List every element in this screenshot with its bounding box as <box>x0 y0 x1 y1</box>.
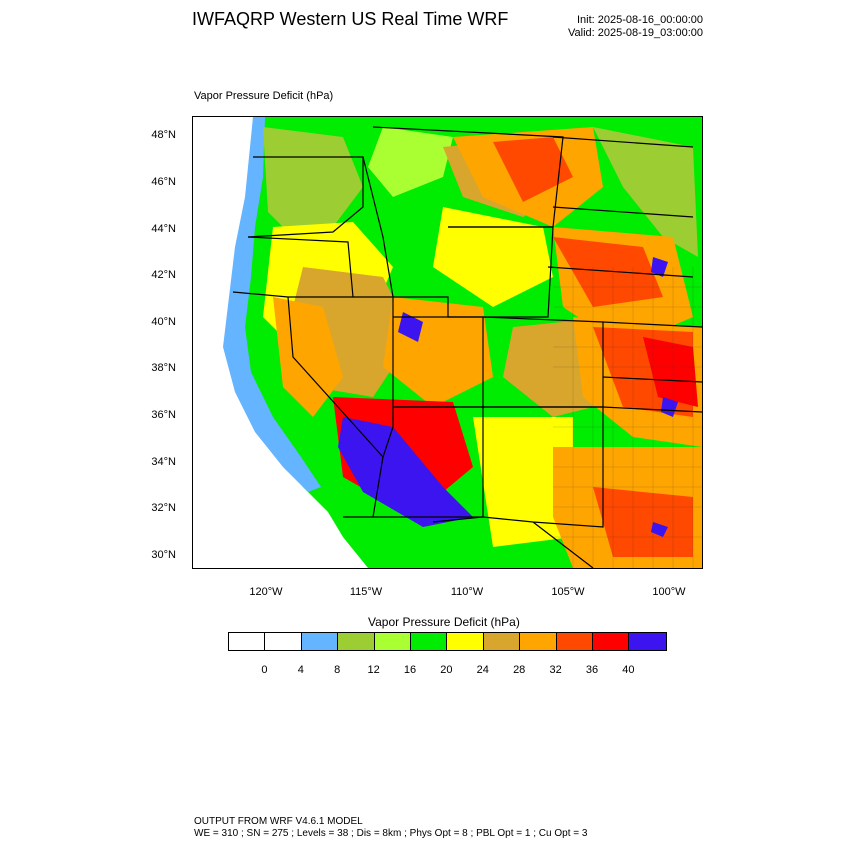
colorbar-swatch <box>229 633 266 650</box>
montana-red <box>493 137 573 202</box>
lat-label: 48°N <box>151 129 176 141</box>
vpd-map <box>192 116 703 569</box>
dakota-north-border <box>552 136 694 148</box>
oklahoma-border <box>602 406 702 413</box>
lat-label: 40°N <box>151 316 176 328</box>
oklahoma-red <box>643 337 698 407</box>
colorbar-label: 20 <box>440 664 453 676</box>
colorbar-swatch <box>629 633 666 650</box>
lat-label: 30°N <box>151 549 176 561</box>
footer-config: WE = 310 ; SN = 275 ; Levels = 38 ; Dis … <box>194 828 588 839</box>
colorbar-swatch <box>301 633 339 650</box>
colorbar-label: 24 <box>476 664 489 676</box>
colorbar-swatch <box>410 633 448 650</box>
colorbar-label: 8 <box>334 664 341 676</box>
field-label: Vapor Pressure Deficit (hPa) <box>194 90 334 102</box>
lon-label: 115°W <box>349 586 383 598</box>
colorbar-label: 40 <box>622 664 635 676</box>
lon-label: 120°W <box>249 586 283 598</box>
dakota-extreme <box>651 257 668 277</box>
newmexico-border <box>482 406 604 528</box>
colorbar-swatch <box>374 633 411 650</box>
lat-label: 34°N <box>151 456 176 468</box>
lon-label: 100°W <box>652 586 686 598</box>
colorbar-label: 28 <box>513 664 526 676</box>
colorbar-swatch <box>483 633 521 650</box>
dakota-south-border <box>552 206 694 218</box>
nebraska-red <box>553 237 663 307</box>
colorbar-label: 0 <box>261 664 268 676</box>
chart-title: IWFAQRP Western US Real Time WRF <box>192 9 509 29</box>
county-lines <box>553 267 702 568</box>
lat-label: 42°N <box>151 269 176 281</box>
colorbar-label: 4 <box>297 664 304 676</box>
texas-extreme <box>651 522 668 537</box>
lon-label: 105°W <box>551 586 585 598</box>
utah-extreme <box>398 312 423 342</box>
wyoming-border <box>448 226 554 318</box>
colorbar-swatch <box>592 633 630 650</box>
lat-label: 44°N <box>151 223 176 235</box>
wyoming-yellow <box>433 207 553 307</box>
nevada-utah-border <box>353 296 394 458</box>
lat-label: 46°N <box>151 176 176 188</box>
init-time: Init: 2025-08-16_00:00:00 <box>577 14 703 26</box>
colorbar-label: 32 <box>549 664 562 676</box>
pnw-moderate <box>263 127 363 237</box>
washington-border <box>247 156 364 238</box>
colorbar-label: 36 <box>585 664 599 676</box>
state-borders <box>232 126 702 568</box>
mexico-border <box>532 521 594 568</box>
arizona-border <box>393 406 484 523</box>
valid-time: Valid: 2025-08-19_03:00:00 <box>568 27 703 39</box>
oklahoma-extreme <box>661 397 678 417</box>
colorbar-swatch <box>520 633 557 650</box>
vpd-map-svg <box>193 117 702 568</box>
lat-label: 38°N <box>151 362 176 374</box>
newmexico-yellow <box>473 417 573 547</box>
colorbar-swatch <box>338 633 375 650</box>
kansas-south-border <box>602 376 702 383</box>
kansas-north-border <box>602 321 702 328</box>
lat-label: 32°N <box>151 502 176 514</box>
lat-label: 36°N <box>151 409 176 421</box>
california-nevada-border <box>287 296 384 518</box>
idaho-border <box>362 156 449 317</box>
footer-model: OUTPUT FROM WRF V4.6.1 MODEL <box>194 816 363 827</box>
nebraska-border <box>547 266 694 278</box>
colorbar-label: 12 <box>367 664 380 676</box>
montana-region <box>368 127 453 197</box>
dakota-region <box>593 127 698 257</box>
colorbar-swatch <box>265 633 302 650</box>
colorbar-title: Vapor Pressure Deficit (hPa) <box>368 615 520 629</box>
colorbar-swatch <box>447 633 484 650</box>
colorbar <box>228 632 667 651</box>
coastal-low-vpd <box>223 117 321 492</box>
colorbar-swatch <box>556 633 593 650</box>
colorbar-label: 16 <box>403 664 417 676</box>
lon-label: 110°W <box>450 586 484 598</box>
texas-red <box>593 487 693 557</box>
